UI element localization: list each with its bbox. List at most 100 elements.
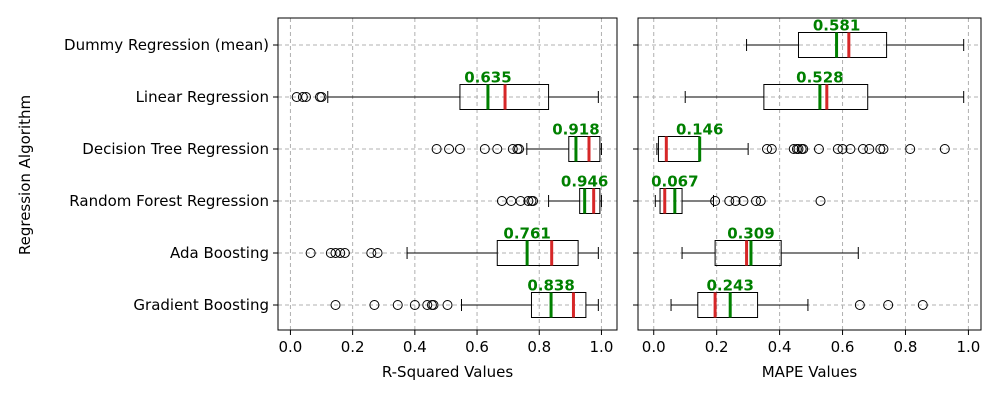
outlier-point <box>431 144 442 154</box>
y-axis-title: Regression Algorithm <box>16 95 34 255</box>
x-tick-label: 0.0 <box>279 338 303 356</box>
x-tick-label: 0.6 <box>465 338 489 356</box>
outlier-point <box>369 300 380 310</box>
x-tick-label: 0.0 <box>642 338 666 356</box>
x-tick-label: 0.4 <box>403 338 427 356</box>
mean-value-label: 0.243 <box>706 277 753 295</box>
left-panel-r-squared: 0.635 0.918 0.946 0.761 0.838 0.0 0.2 0.4 0.6 0.8… <box>64 17 618 381</box>
y-tick-label: Decision Tree Regression <box>82 140 269 158</box>
outlier-point <box>813 144 824 154</box>
x-axis-title: MAPE Values <box>762 363 858 381</box>
outlier-point <box>864 144 875 154</box>
outlier-point <box>724 196 735 206</box>
iqr-box <box>530 292 587 318</box>
outlier-point <box>297 92 308 102</box>
y-tick-label: Ada Boosting <box>170 244 269 262</box>
box-dummy-regression-mean: 0.581 <box>746 17 965 58</box>
y-tick-label: Dummy Regression (mean) <box>64 36 269 54</box>
outlier-point <box>793 144 804 154</box>
outlier-point <box>515 196 526 206</box>
iqr-box <box>714 240 782 266</box>
plot-frame <box>637 17 982 331</box>
plot-frame <box>277 17 618 331</box>
mean-value-label: 0.946 <box>561 173 608 191</box>
mean-value-label: 0.635 <box>464 69 511 87</box>
outlier-point <box>479 144 490 154</box>
outlier-point <box>883 300 894 310</box>
iqr-box <box>697 292 759 318</box>
x-tick-label: 0.6 <box>831 338 855 356</box>
x-tick-label: 0.4 <box>768 338 792 356</box>
outlier-point <box>514 144 525 154</box>
outlier-point <box>710 196 721 206</box>
mean-value-label: 0.761 <box>503 225 550 243</box>
y-tick-label: Random Forest Regression <box>69 192 269 210</box>
box-decision-tree-regression: 0.146 <box>656 121 950 162</box>
outlier-point <box>523 196 534 206</box>
mean-value-label: 0.146 <box>676 121 723 139</box>
outlier-point <box>738 196 749 206</box>
outlier-point <box>492 144 503 154</box>
outlier-point <box>428 300 439 310</box>
box-gradient-boosting: 0.243 <box>670 277 928 318</box>
x-tick-label: 0.2 <box>341 338 365 356</box>
mean-value-label: 0.838 <box>527 277 574 295</box>
outlier-point <box>528 196 539 206</box>
mean-value-label: 0.309 <box>727 225 774 243</box>
outlier-point <box>905 144 916 154</box>
iqr-box <box>763 84 869 110</box>
outlier-point <box>751 196 762 206</box>
x-tick-label: 1.0 <box>956 338 980 356</box>
outlier-point <box>854 300 865 310</box>
outlier-point <box>422 300 433 310</box>
outlier-point <box>392 300 403 310</box>
box-ada-boosting: 0.761 <box>305 225 599 266</box>
x-tick-label: 1.0 <box>590 338 614 356</box>
iqr-box <box>797 32 888 58</box>
outlier-point <box>730 196 741 206</box>
outlier-point <box>875 144 886 154</box>
mean-value-label: 0.918 <box>552 121 599 139</box>
mean-value-label: 0.528 <box>796 69 843 87</box>
box-gradient-boosting: 0.838 <box>330 277 599 318</box>
outlier-point <box>409 300 420 310</box>
box-linear-regression: 0.528 <box>684 69 965 110</box>
iqr-box <box>496 240 579 266</box>
iqr-box <box>659 188 683 214</box>
x-tick-label: 0.2 <box>705 338 729 356</box>
outlier-point <box>442 300 453 310</box>
box-random-forest-regression: 0.946 <box>496 173 608 214</box>
outlier-point <box>857 144 868 154</box>
iqr-box <box>657 136 700 162</box>
outlier-point <box>815 196 826 206</box>
outlier-point <box>330 300 341 310</box>
outlier-point <box>366 248 377 258</box>
outlier-point <box>316 92 327 102</box>
outlier-point <box>305 248 316 258</box>
mean-value-label: 0.581 <box>813 17 860 35</box>
outlier-point <box>832 144 843 154</box>
outlier-point <box>878 144 889 154</box>
box-decision-tree-regression: 0.918 <box>431 121 602 162</box>
outlier-point <box>339 248 350 258</box>
outlier-point <box>300 92 311 102</box>
outlier-point <box>837 144 848 154</box>
outlier-point <box>444 144 455 154</box>
right-panel-mape: 0.581 0.528 0.146 0.067 0.309 0.243 0.0 0.2 0.4 0… <box>633 17 982 381</box>
outlier-point <box>335 248 346 258</box>
outlier-point <box>762 144 773 154</box>
box-random-forest-regression: 0.067 <box>651 173 826 214</box>
iqr-box <box>579 188 601 214</box>
outlier-point <box>798 144 809 154</box>
box-ada-boosting: 0.309 <box>681 225 859 266</box>
outlier-point <box>507 144 518 154</box>
outlier-point <box>845 144 856 154</box>
outlier-point <box>917 300 928 310</box>
x-axis-title: R-Squared Values <box>382 363 514 381</box>
y-tick-label: Linear Regression <box>136 88 269 106</box>
outlier-point <box>372 248 383 258</box>
x-tick-label: 0.8 <box>527 338 551 356</box>
y-tick-label: Gradient Boosting <box>133 296 269 314</box>
x-tick-label: 0.8 <box>894 338 918 356</box>
